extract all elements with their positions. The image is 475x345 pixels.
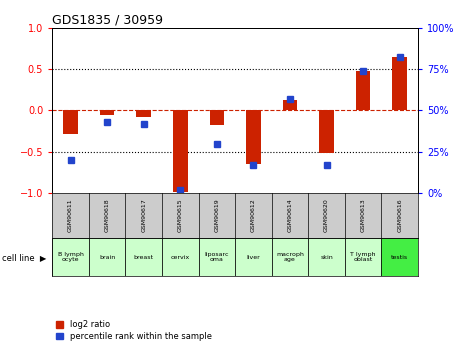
Text: cervix: cervix	[171, 255, 190, 259]
Bar	[235, 238, 272, 276]
Bar	[136, 110, 151, 117]
Bar	[199, 238, 235, 276]
Text: GSM90615: GSM90615	[178, 199, 183, 233]
Bar	[392, 57, 407, 110]
Text: liposarc
oma: liposarc oma	[205, 252, 229, 263]
Text: GSM90620: GSM90620	[324, 199, 329, 233]
Legend: log2 ratio, percentile rank within the sample: log2 ratio, percentile rank within the s…	[57, 321, 212, 341]
Bar	[246, 110, 261, 164]
Bar	[272, 238, 308, 276]
Text: testis: testis	[391, 255, 408, 259]
Bar	[356, 71, 370, 110]
Text: B lymph
ocyte: B lymph ocyte	[57, 252, 84, 263]
Bar	[209, 110, 224, 125]
Text: GSM90611: GSM90611	[68, 199, 73, 233]
Text: GSM90614: GSM90614	[287, 199, 293, 233]
Bar	[283, 100, 297, 110]
Text: GSM90616: GSM90616	[397, 199, 402, 233]
Text: brain: brain	[99, 255, 115, 259]
Bar	[381, 238, 418, 276]
Bar	[345, 238, 381, 276]
Text: breast: breast	[133, 255, 154, 259]
Bar	[125, 238, 162, 276]
Bar	[63, 110, 78, 134]
Bar	[89, 238, 125, 276]
Text: GSM90619: GSM90619	[214, 199, 219, 233]
Bar	[173, 110, 188, 191]
Text: GSM90612: GSM90612	[251, 199, 256, 233]
Text: GDS1835 / 30959: GDS1835 / 30959	[52, 13, 163, 27]
Text: T lymph
oblast: T lymph oblast	[351, 252, 376, 263]
Text: GSM90613: GSM90613	[361, 199, 366, 233]
Text: GSM90617: GSM90617	[141, 199, 146, 233]
Bar	[319, 110, 334, 154]
Text: cell line  ▶: cell line ▶	[2, 253, 47, 262]
Bar	[52, 238, 89, 276]
Text: skin: skin	[320, 255, 333, 259]
Text: GSM90618: GSM90618	[104, 199, 110, 233]
Bar	[100, 110, 114, 115]
Bar	[162, 238, 199, 276]
Text: macroph
age: macroph age	[276, 252, 304, 263]
Bar	[308, 238, 345, 276]
Text: liver: liver	[247, 255, 260, 259]
